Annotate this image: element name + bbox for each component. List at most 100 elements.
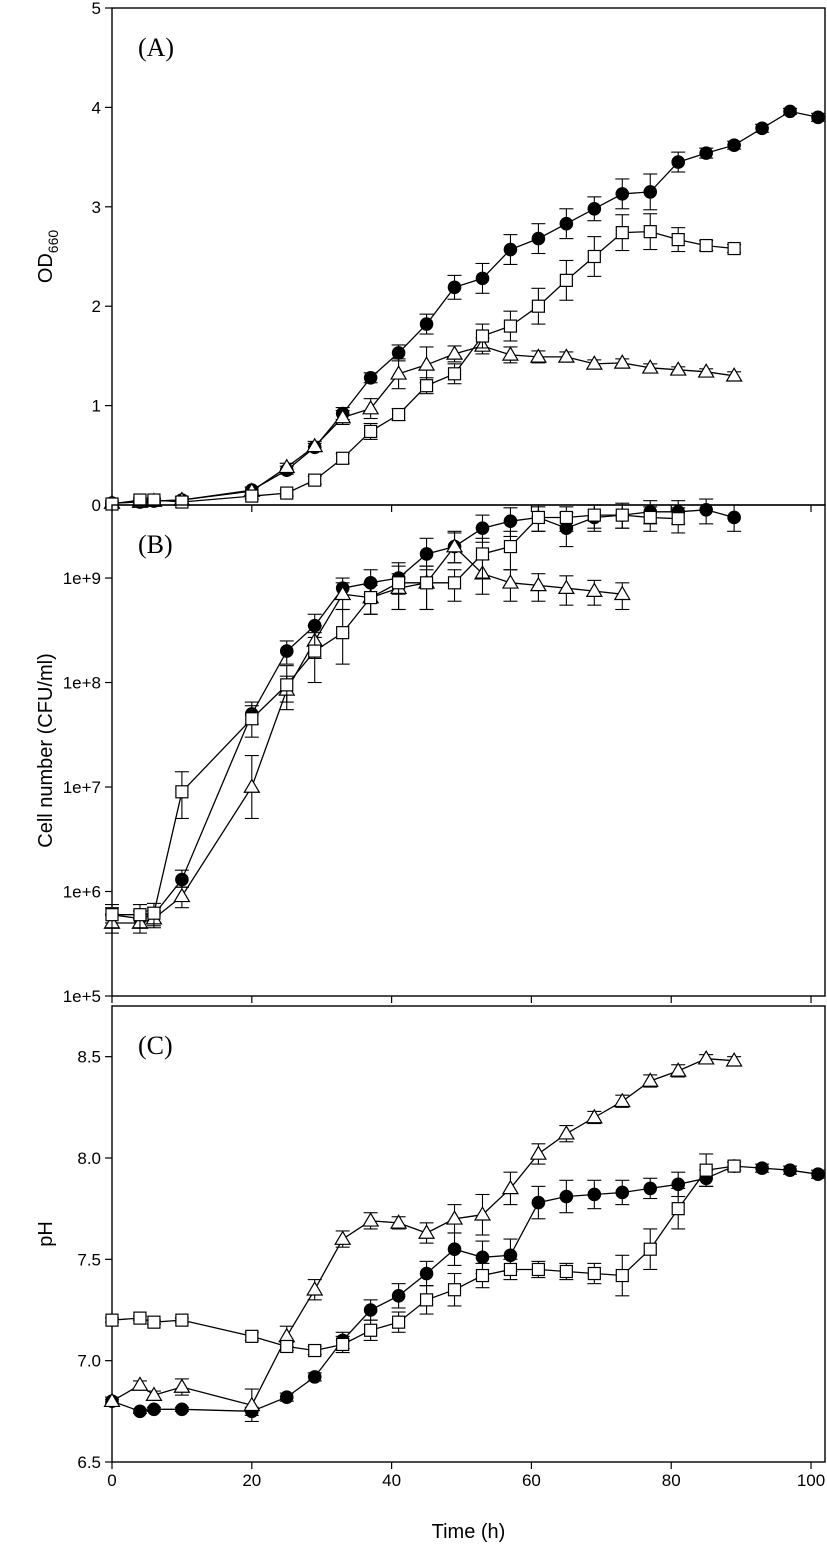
panel-label: (C) [138,1031,173,1060]
data-point [445,345,464,360]
data-point [475,1250,490,1265]
data-point [308,1343,322,1358]
data-point [306,1281,324,1296]
data-point [699,146,713,160]
data-point [245,1329,259,1343]
plot-frame [111,1005,826,1463]
series-line [111,110,819,504]
series-triangle-open [103,1050,743,1423]
data-point [587,249,601,264]
data-point [643,1181,658,1196]
data-point [501,574,519,589]
data-point [531,299,546,313]
data-point [243,1396,261,1412]
x-axis-title: Time (h) [432,1521,506,1543]
data-point [613,585,631,601]
data-point [336,451,350,465]
data-point [725,367,743,382]
data-point [641,359,659,374]
series-triangle-open [103,337,743,509]
data-point [445,537,464,553]
series-line [111,1058,735,1407]
data-point [363,1303,378,1317]
y-tick-label: 1e+6 [63,883,101,902]
series-square-open [105,1153,742,1358]
data-point [727,1159,741,1173]
data-point [475,521,490,535]
data-point [419,1266,434,1281]
series-square-open [105,213,742,511]
data-point [280,1339,294,1354]
data-point [363,370,378,385]
data-point [391,346,406,360]
data-point [671,1202,685,1216]
y-tick-label: 1 [92,397,101,416]
data-point [306,437,324,453]
data-point [308,473,322,487]
series-line [111,230,735,505]
series-square-open [105,504,686,929]
data-point [103,1392,121,1408]
data-point [559,1189,574,1204]
data-point [175,785,189,799]
data-point [364,590,378,605]
data-point [391,1289,406,1303]
data-point [419,547,434,561]
y-axis-title: OD660 [35,230,61,284]
data-point [727,241,741,256]
data-point [501,346,519,361]
data-point [447,1242,462,1256]
data-point [243,778,261,793]
data-point [643,510,657,525]
data-point [587,201,602,216]
data-point [559,273,573,287]
data-point [362,399,380,415]
data-point [669,361,687,376]
x-tick-label: 100 [797,1471,825,1490]
y-tick-label: 5 [92,0,101,18]
data-point [145,1386,163,1401]
x-tick-label: 0 [107,1471,116,1490]
data-point [671,512,685,526]
data-point [559,216,574,231]
y-tick-label: 8.0 [77,1149,101,1168]
y-tick-label: 6.5 [77,1453,101,1472]
data-point [447,367,462,381]
y-axis-title: Cell number (CFU/ml) [35,653,57,847]
data-point [503,242,518,257]
y-tick-label: 2 [92,297,101,316]
panel-b: 1e+5 1e+6 1e+7 1e+8 1e+9 (B) Cell number (CFU/… [35,498,826,1006]
panel-a: 0 1 2 3 4 5 (A) OD660 [35,0,826,515]
data-point [811,1167,825,1182]
y-tick-label: 0 [92,496,101,515]
data-point [447,280,462,295]
data-point [501,1179,519,1195]
panel-label: (B) [138,530,173,559]
data-point [334,1230,352,1245]
data-point [419,317,434,331]
series-circle-filled [105,104,826,510]
data-point [529,576,547,592]
data-point [503,514,518,528]
data-point [147,906,161,920]
data-point [105,908,119,922]
data-point [131,1376,149,1391]
data-point [755,1161,769,1175]
data-point [147,1402,161,1417]
data-point [587,1187,602,1202]
data-point [811,110,825,125]
data-point [445,1210,464,1225]
y-axis-title-subscript: 660 [45,230,61,254]
data-point [391,576,406,590]
data-point [390,365,408,380]
data-point [364,424,378,439]
data-point [559,1264,573,1279]
panel-c: 6.5 7.0 7.5 8.0 8.5 0 20 40 60 80 100 (C) pH Time (h) [35,1005,826,1543]
data-point [531,231,546,246]
data-point [783,104,797,119]
data-point [671,155,686,169]
data-point [641,1072,659,1087]
data-point [133,1311,147,1325]
data-point [755,121,769,136]
